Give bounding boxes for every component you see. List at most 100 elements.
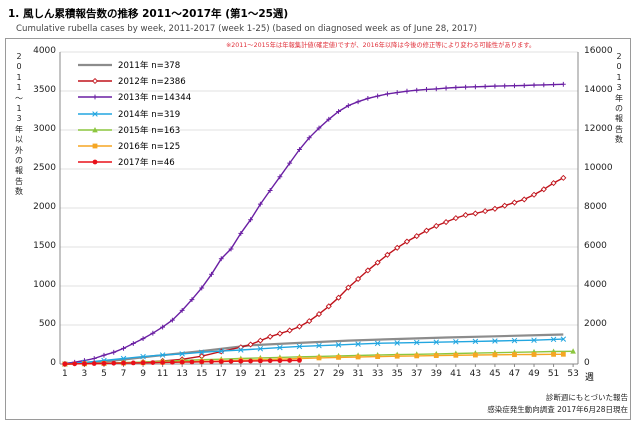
series-point-2: [248, 217, 253, 223]
series-point-1: [550, 180, 557, 187]
series-point-1: [491, 205, 498, 212]
left-y-tick-label: 1500: [33, 241, 56, 251]
x-tick-label: 29: [332, 369, 345, 379]
series-point-5: [336, 354, 341, 360]
x-tick-label: 17: [215, 369, 227, 379]
series-point-6: [160, 360, 166, 365]
left-y-tick-label: 3000: [33, 124, 56, 134]
x-tick-label: 25: [293, 369, 306, 379]
x-tick-label: 47: [508, 369, 521, 379]
series-point-5: [433, 353, 439, 358]
series-point-5: [560, 351, 566, 357]
series-point-2: [375, 93, 381, 99]
series-point-2: [257, 201, 263, 207]
right-y-tick-label: 8000: [584, 202, 607, 212]
series-point-2: [336, 109, 341, 114]
right-y-tick-label: 10000: [584, 163, 613, 173]
series-point-1: [296, 323, 303, 330]
series-point-6: [238, 358, 244, 364]
series-point-6: [111, 360, 117, 366]
left-y-tick-label: 3500: [33, 85, 56, 95]
x-tick-label: 15: [195, 369, 208, 379]
x-tick-label: 51: [547, 369, 560, 379]
series-point-2: [345, 103, 351, 109]
left-axis-label: 2011～13年以外の報告数: [15, 52, 23, 197]
left-y-tick-label: 500: [38, 319, 56, 329]
series-point-6: [150, 360, 156, 365]
series-point-1: [501, 202, 508, 209]
x-tick-label: 9: [140, 369, 146, 379]
series-point-2: [121, 346, 126, 351]
series-point-1: [315, 311, 323, 318]
right-y-tick-label: 14000: [584, 85, 613, 95]
series-point-2: [541, 82, 547, 88]
series-point-2: [189, 297, 195, 303]
left-y-tick-label: 2000: [33, 202, 56, 212]
series-point-2: [306, 135, 312, 141]
series-point-2: [218, 256, 224, 262]
series-point-3: [296, 343, 303, 350]
series-point-5: [375, 354, 381, 359]
series-point-1: [521, 196, 528, 203]
series-point-1: [472, 210, 479, 217]
series-point-2: [512, 83, 517, 89]
legend-swatch: [78, 159, 112, 165]
x-tick-label: 13: [176, 369, 188, 379]
legend-swatch: [78, 143, 112, 149]
series-point-1: [403, 238, 410, 245]
series-point-2: [443, 85, 449, 91]
legend-item: 2016年 n=125: [76, 138, 191, 154]
series-point-3: [531, 337, 537, 343]
series-point-2: [453, 85, 459, 90]
series-point-3: [511, 337, 518, 344]
series-point-6: [199, 359, 205, 365]
series-point-6: [287, 358, 293, 363]
series-point-6: [218, 359, 224, 364]
legend-item: 2014年 n=319: [76, 106, 191, 122]
series-point-5: [551, 351, 556, 357]
legend-label: 2012年 n=2386: [118, 77, 186, 88]
series-point-2: [267, 188, 273, 193]
series-point-6: [101, 360, 107, 366]
series-point-1: [257, 337, 264, 344]
series-point-2: [482, 84, 488, 89]
series-point-3: [120, 355, 127, 362]
legend-label: 2017年 n=46: [118, 158, 175, 169]
series-point-6: [248, 358, 253, 364]
series-point-6: [82, 361, 87, 367]
series-point-3: [433, 339, 440, 345]
legend-item: 2011年 n=378: [76, 57, 191, 73]
x-tick-label: 1: [62, 369, 68, 379]
series-point-6: [267, 358, 273, 364]
series-point-1: [443, 219, 450, 226]
legend-label: 2016年 n=125: [118, 142, 181, 153]
series-point-5: [453, 352, 459, 358]
series-point-1: [413, 233, 420, 240]
right-y-tick-label: 4000: [584, 280, 607, 290]
series-point-1: [423, 227, 430, 234]
series-point-3: [257, 346, 264, 352]
legend-swatch: [78, 95, 112, 100]
series-point-6: [140, 360, 146, 366]
series-point-1: [276, 330, 283, 337]
series-point-1: [345, 284, 352, 291]
legend-item: 2017年 n=46: [76, 154, 191, 170]
series-point-1: [530, 191, 538, 198]
footnote-basis: 診断週にもとづいた報告: [545, 393, 628, 402]
x-tick-label: 21: [254, 369, 267, 379]
legend: 2011年 n=378 2012年 n=2386 2013年 n=14344 2014…: [76, 57, 191, 170]
series-point-3: [159, 352, 166, 358]
series-point-4: [570, 348, 576, 354]
series-point-3: [453, 339, 459, 345]
series-point-6: [62, 361, 68, 367]
series-point-2: [394, 90, 400, 95]
series-point-6: [228, 358, 234, 364]
series-point-1: [511, 199, 518, 206]
legend-swatch: [78, 63, 112, 67]
series-point-2: [404, 88, 410, 94]
left-y-tick-label: 2500: [33, 163, 56, 173]
series-point-2: [385, 91, 390, 97]
series-point-3: [550, 336, 557, 343]
series-point-1: [394, 244, 401, 251]
x-tick-label: 19: [235, 369, 247, 379]
